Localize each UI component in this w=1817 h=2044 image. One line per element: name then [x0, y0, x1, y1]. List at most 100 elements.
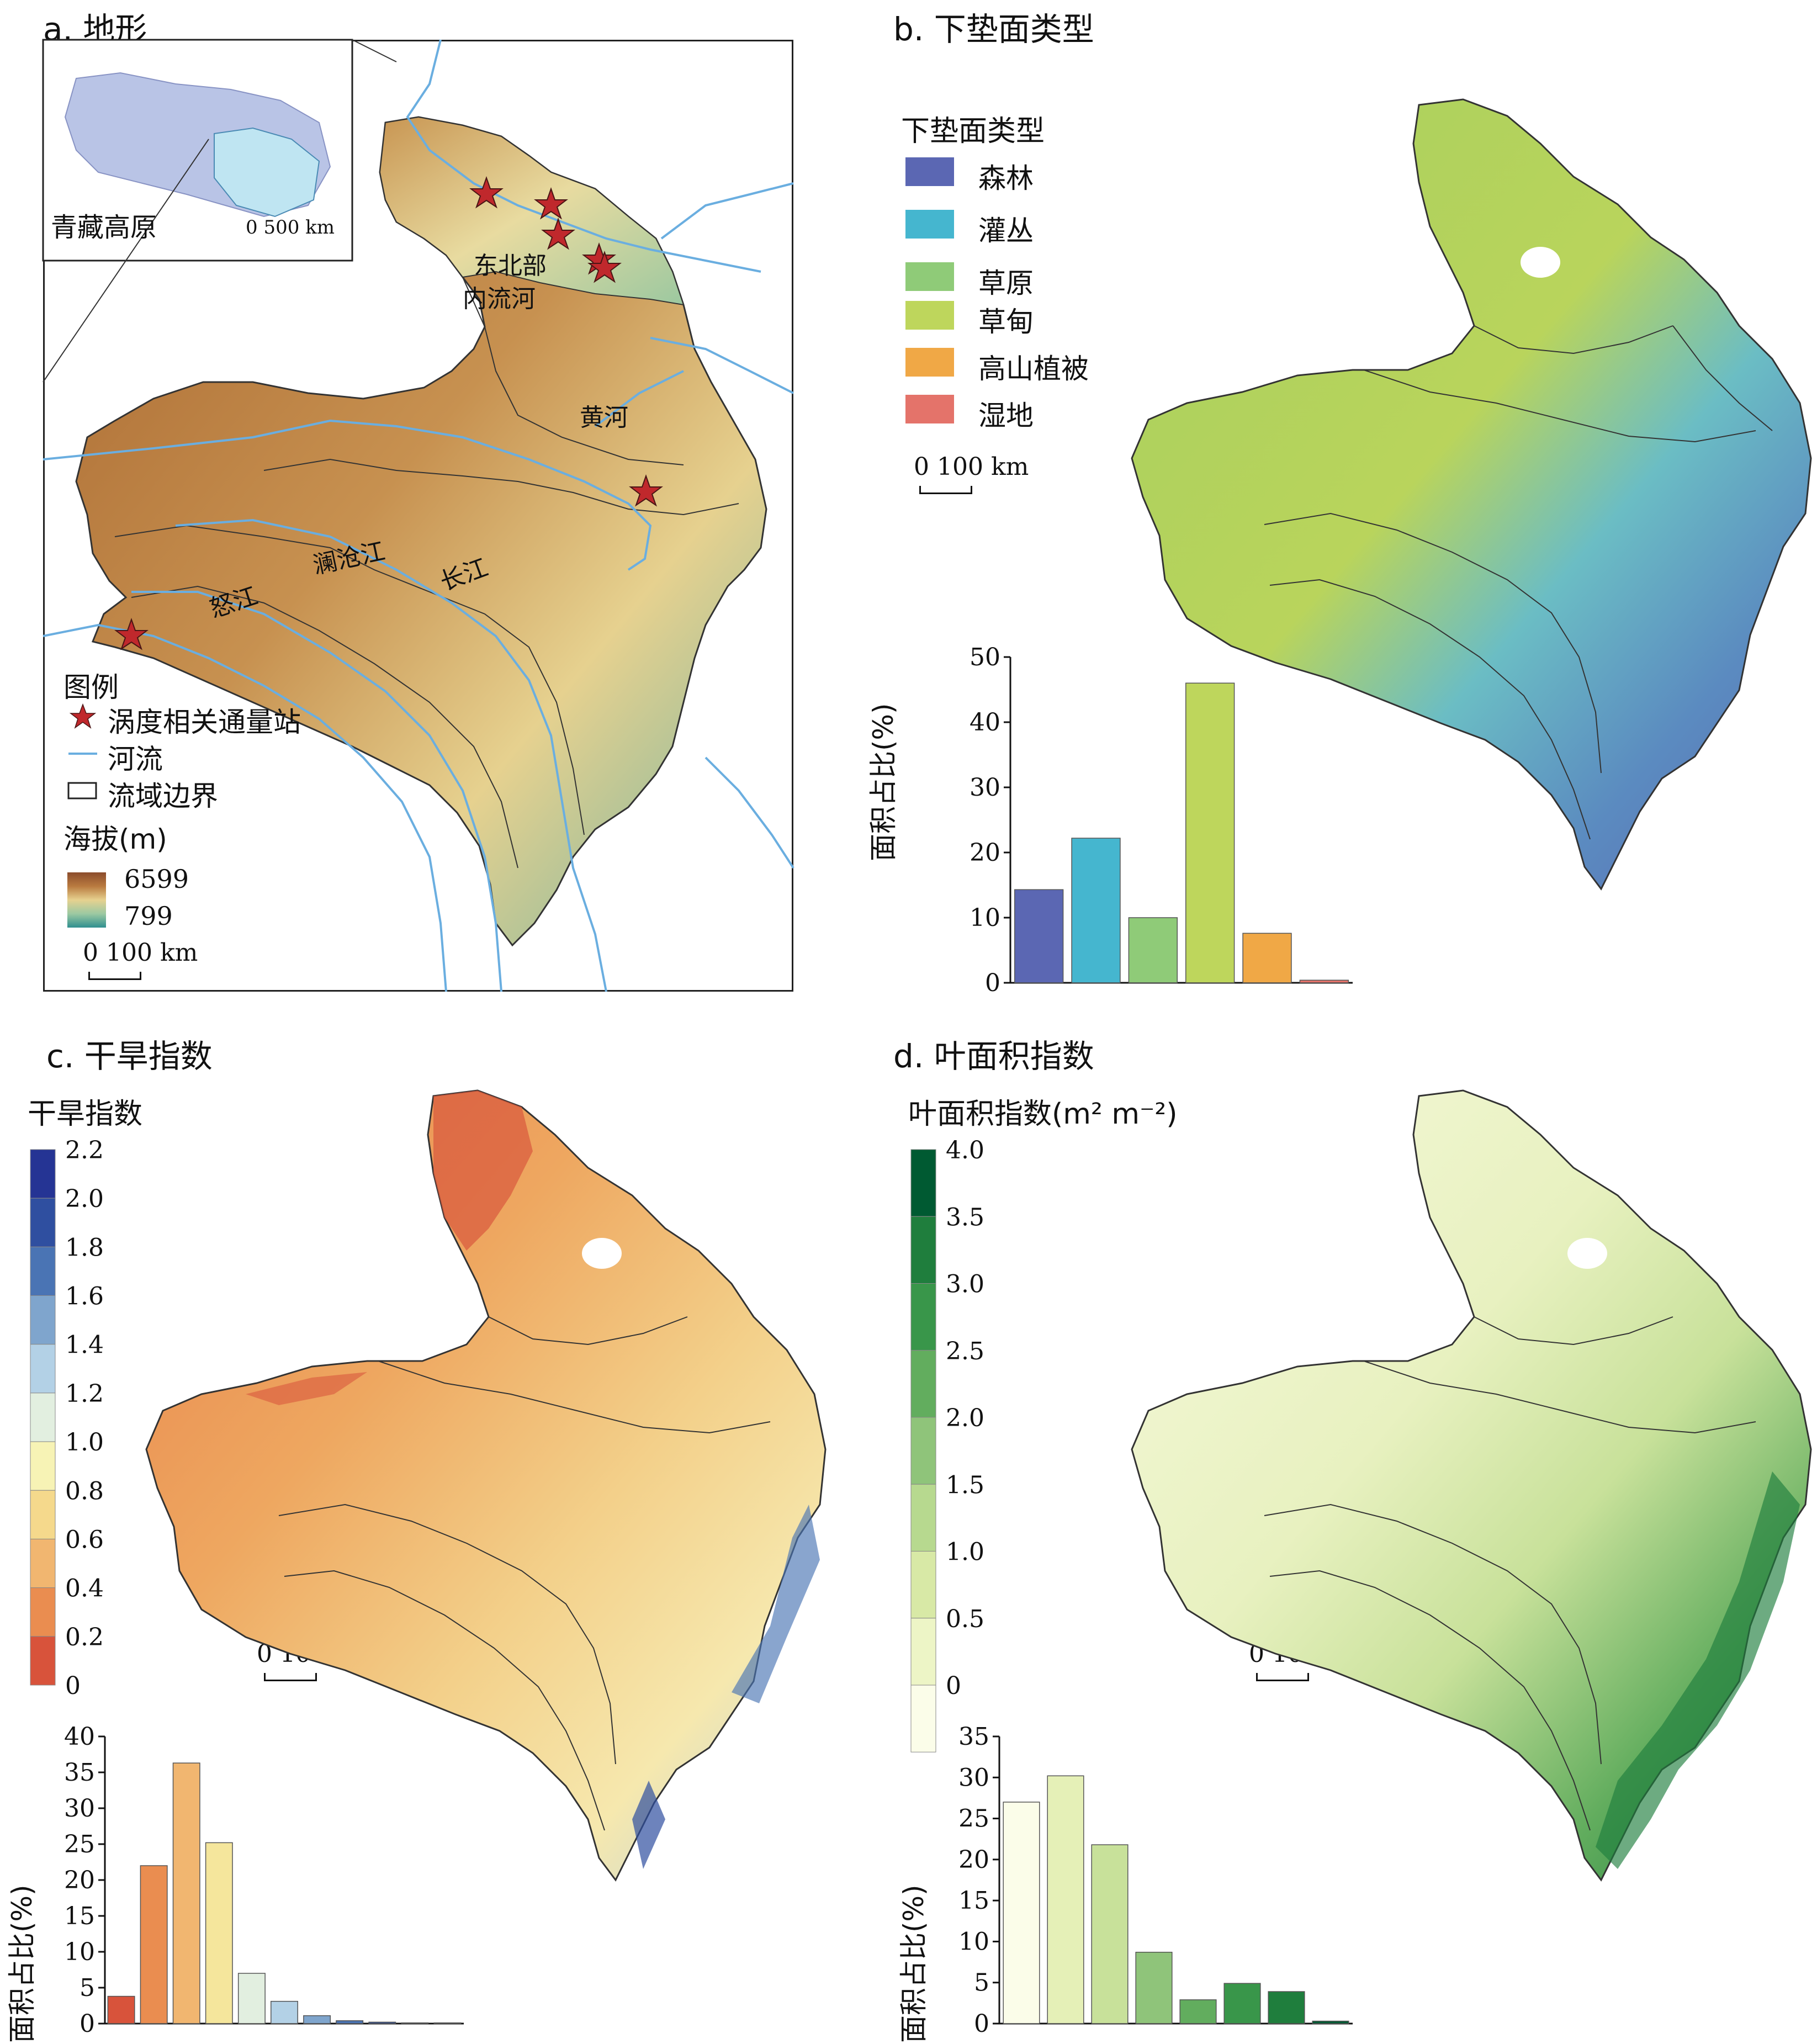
y-tick-label: 20 — [64, 1866, 95, 1894]
legend-b-label-steppe: 草原 — [978, 267, 1034, 299]
bar-1.8-2.0 — [401, 2022, 429, 2024]
legend-b-swatch-wetland — [905, 395, 954, 423]
y-tick-label: 20 — [958, 1846, 989, 1874]
colorbar-tick-label: 1.2 — [65, 1380, 104, 1408]
legend-a-item-station: 涡度相关通量站 — [108, 706, 301, 738]
y-tick-label: 35 — [64, 1759, 95, 1787]
colorbar-tick-label: 0.4 — [65, 1575, 104, 1603]
y-tick-label: 5 — [80, 1974, 95, 2002]
scale-bar-a: 0 100 km — [83, 939, 198, 967]
legend-b-swatch-shrub — [905, 210, 954, 239]
scale-bar-b-line — [919, 486, 972, 494]
legend-b-label-shrub: 灌丛 — [978, 215, 1034, 247]
bar-1.0-1.5 — [1091, 1844, 1129, 2024]
colorbar-tick-label: 1.8 — [65, 1233, 104, 1262]
scale-bar-a-line — [88, 972, 141, 980]
river-lancang — [131, 591, 502, 992]
colorbar-d: 4.0 3.5 3.0 2.5 2.0 1.5 1.0 0.5 0 — [910, 1136, 984, 1752]
colorbar-tick-label: 0.5 — [946, 1605, 984, 1633]
bar-0.2-0.4 — [140, 1865, 168, 2024]
bar-3.0-3.5 — [1268, 1991, 1305, 2024]
colorbar-tick-label: 0 — [946, 1672, 961, 1700]
colorbar-tick-label: 1.0 — [946, 1538, 984, 1566]
colorbar-swatch — [30, 1587, 56, 1637]
inset-label: 青藏高原 — [51, 212, 157, 243]
scale-bar-d-line — [1256, 1673, 1309, 1681]
region-label-yellow-river: 黄河 — [580, 404, 628, 432]
legend-a-item-river: 河流 — [108, 743, 163, 775]
chart-c-axis: 0 5 10 15 20 25 30 35 40 — [64, 1723, 464, 2038]
river-yangtze — [175, 518, 607, 992]
colorbar-tick-label: 1.0 — [65, 1428, 104, 1457]
inset-study-area — [214, 127, 320, 218]
bar-草甸 — [1185, 682, 1235, 983]
colorbar-swatch — [910, 1484, 936, 1551]
colorbar-swatch — [910, 1417, 936, 1485]
river-north — [406, 39, 761, 273]
colorbar-swatch — [910, 1551, 936, 1619]
star-5 — [587, 250, 622, 283]
colorbar-swatch — [910, 1618, 936, 1686]
flux-station-stars — [114, 176, 663, 650]
legend-d-title: 叶面积指数(m² m⁻²) — [908, 1098, 1178, 1131]
bar-草原 — [1128, 917, 1178, 983]
bar-2.0-2.5 — [1179, 1999, 1217, 2024]
panel-b-map — [1131, 98, 1812, 891]
panel-d-map — [1131, 1089, 1812, 1882]
colorbar-tick-label: 2.0 — [65, 1185, 104, 1213]
bar-1.6-1.8 — [368, 2021, 396, 2024]
colorbar-swatch — [910, 1685, 936, 1752]
region-fill — [75, 116, 767, 947]
legend-star-icon — [69, 703, 97, 729]
star-1 — [469, 176, 504, 209]
chart-b: 0 10 20 30 40 50 — [970, 643, 1353, 997]
bar-高山植被 — [1242, 933, 1292, 983]
y-tick-label: 15 — [958, 1887, 989, 1915]
bar-0-0.2 — [107, 1995, 135, 2024]
legend-boundary-icon — [67, 782, 97, 799]
colorbar-swatch — [910, 1350, 936, 1418]
bar-1.2-1.4 — [303, 2015, 331, 2024]
colorbar-tick-label: 1.5 — [946, 1471, 984, 1499]
star-7 — [114, 617, 149, 650]
colorbar-swatch — [910, 1216, 936, 1284]
colorbar-tick-label: 3.5 — [946, 1203, 984, 1231]
elevation-min: 799 — [124, 901, 173, 931]
colorbar-swatch — [30, 1636, 56, 1686]
y-tick-label: 25 — [64, 1830, 95, 1858]
elevation-max: 6599 — [124, 864, 189, 894]
legend-b-swatch-forest — [905, 157, 954, 186]
y-tick-label: 40 — [970, 708, 1000, 737]
bar-0.4-0.6 — [172, 1762, 200, 2024]
star-2 — [534, 187, 568, 220]
bar-1.4-1.6 — [336, 2020, 364, 2024]
colorbar-swatch — [30, 1490, 56, 1539]
aridity-lake — [582, 1238, 622, 1269]
colorbar-c-swatches: 2.2 2.0 1.8 1.6 1.4 1.2 1.0 0.8 0.6 0.4 0.2 0 — [30, 1136, 104, 1700]
colorbar-swatch — [910, 1283, 936, 1351]
chart-b-ylabel: 面积占比(%) — [867, 703, 899, 861]
region-label-northeast: 东北部 — [474, 252, 547, 280]
y-tick-label: 0 — [985, 969, 1000, 997]
star-3 — [541, 217, 575, 250]
bar-森林 — [1014, 889, 1064, 983]
y-tick-label: 30 — [64, 1794, 95, 1823]
y-tick-label: 5 — [974, 1969, 989, 1997]
colorbar-tick-label: 1.6 — [65, 1283, 104, 1311]
panel-c-map — [145, 1089, 827, 1882]
colorbar-d-swatches: 4.0 3.5 3.0 2.5 2.0 1.5 1.0 0.5 0 — [910, 1136, 984, 1752]
bar-0.6-0.8 — [205, 1842, 233, 2024]
bar-0.8-1.0 — [237, 1973, 266, 2024]
colorbar-tick-label: 1.4 — [65, 1331, 104, 1359]
chart-c: 0 5 10 15 20 25 30 35 40 — [64, 1723, 464, 2038]
landcover-lake — [1521, 247, 1560, 278]
legend-a-symbols — [67, 703, 97, 799]
panel-b-title: b. 下垫面类型 — [893, 10, 1094, 48]
legend-b-swatch-steppe — [905, 262, 954, 291]
bar-3.5-4.0 — [1312, 2020, 1349, 2024]
landcover-region — [1131, 98, 1812, 891]
lai-region — [1131, 1089, 1812, 1882]
colorbar-tick-label: 0.6 — [65, 1526, 104, 1554]
colorbar-swatch — [30, 1295, 56, 1345]
scale-bar-b: 0 100 km — [914, 453, 1029, 481]
